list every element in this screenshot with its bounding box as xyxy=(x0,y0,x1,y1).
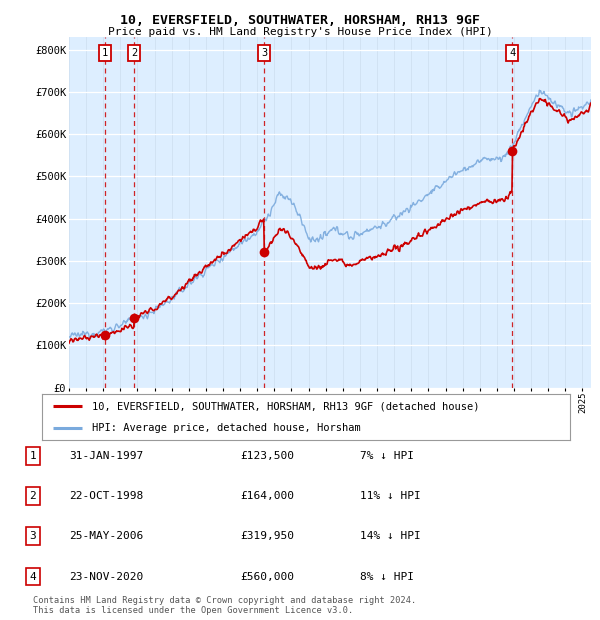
Text: Contains HM Land Registry data © Crown copyright and database right 2024.
This d: Contains HM Land Registry data © Crown c… xyxy=(33,596,416,615)
Text: £164,000: £164,000 xyxy=(240,491,294,501)
Text: 25-MAY-2006: 25-MAY-2006 xyxy=(69,531,143,541)
Text: £560,000: £560,000 xyxy=(240,572,294,582)
Text: £123,500: £123,500 xyxy=(240,451,294,461)
Text: 4: 4 xyxy=(509,48,515,58)
Text: 22-OCT-1998: 22-OCT-1998 xyxy=(69,491,143,501)
Text: 11% ↓ HPI: 11% ↓ HPI xyxy=(360,491,421,501)
Text: 1: 1 xyxy=(101,48,108,58)
Text: 31-JAN-1997: 31-JAN-1997 xyxy=(69,451,143,461)
Text: £319,950: £319,950 xyxy=(240,531,294,541)
Text: 2: 2 xyxy=(131,48,137,58)
Text: 2: 2 xyxy=(29,491,37,501)
Text: 10, EVERSFIELD, SOUTHWATER, HORSHAM, RH13 9GF (detached house): 10, EVERSFIELD, SOUTHWATER, HORSHAM, RH1… xyxy=(92,401,479,411)
Text: 23-NOV-2020: 23-NOV-2020 xyxy=(69,572,143,582)
Text: 3: 3 xyxy=(261,48,267,58)
Text: 4: 4 xyxy=(29,572,37,582)
Text: 3: 3 xyxy=(29,531,37,541)
Text: Price paid vs. HM Land Registry's House Price Index (HPI): Price paid vs. HM Land Registry's House … xyxy=(107,27,493,37)
Text: 10, EVERSFIELD, SOUTHWATER, HORSHAM, RH13 9GF: 10, EVERSFIELD, SOUTHWATER, HORSHAM, RH1… xyxy=(120,14,480,27)
Text: 7% ↓ HPI: 7% ↓ HPI xyxy=(360,451,414,461)
Text: 14% ↓ HPI: 14% ↓ HPI xyxy=(360,531,421,541)
Text: HPI: Average price, detached house, Horsham: HPI: Average price, detached house, Hors… xyxy=(92,423,361,433)
Text: 8% ↓ HPI: 8% ↓ HPI xyxy=(360,572,414,582)
Text: 1: 1 xyxy=(29,451,37,461)
